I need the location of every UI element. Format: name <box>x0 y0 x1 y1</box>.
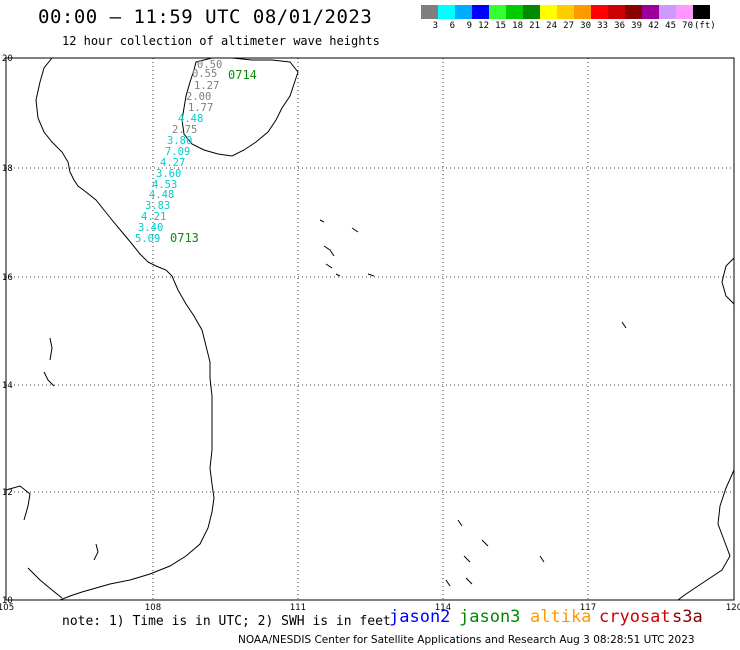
wave-height-label: 4.53 <box>152 179 177 191</box>
map-title: 00:00 – 11:59 UTC 08/01/2023 <box>38 6 373 28</box>
wave-height-label: 3.83 <box>145 200 170 212</box>
wave-height-label: 0.55 <box>192 68 217 80</box>
coastline <box>5 57 735 601</box>
latitude-label: 16 <box>2 273 13 283</box>
wave-height-label: 1.27 <box>194 80 219 92</box>
scale-swatch <box>693 5 710 19</box>
wave-height-color-scale <box>421 5 710 19</box>
scale-label: 18 <box>512 21 523 31</box>
scale-swatch <box>506 5 523 19</box>
scale-label: 39 <box>631 21 642 31</box>
scale-swatch <box>523 5 540 19</box>
pass-time-label: 0713 <box>170 231 199 245</box>
scale-swatch <box>676 5 693 19</box>
wave-height-label: 4.21 <box>141 211 166 223</box>
scale-label: 30 <box>580 21 591 31</box>
scale-label: 70 <box>682 21 693 31</box>
latitude-label: 10 <box>2 596 13 606</box>
wave-height-label: 4.48 <box>149 189 174 201</box>
wave-height-label: 4.27 <box>160 157 185 169</box>
wave-height-label: 1.77 <box>188 102 213 114</box>
satellite-legend-jason3: jason3 <box>459 607 521 627</box>
satellite-legend-cryosat: cryosat <box>599 607 671 627</box>
latitude-label: 14 <box>2 381 13 391</box>
credit-line: NOAA/NESDIS Center for Satellite Applica… <box>238 634 695 646</box>
scale-swatch <box>540 5 557 19</box>
scale-label: 6 <box>449 21 455 31</box>
scale-swatch <box>591 5 608 19</box>
scale-label: 15 <box>495 21 506 31</box>
scale-swatch <box>455 5 472 19</box>
scale-label: 45 <box>665 21 676 31</box>
scale-swatch <box>659 5 676 19</box>
map-subtitle: 12 hour collection of altimeter wave hei… <box>62 34 380 48</box>
scale-swatch <box>421 5 438 19</box>
longitude-label: 114 <box>435 603 451 613</box>
latitude-label: 18 <box>2 164 13 174</box>
lat-lon-grid <box>6 58 734 600</box>
altimeter-tracks: 0.500.551.272.001.774.482.753.807.094.27… <box>135 59 257 245</box>
scale-unit: (ft) <box>694 21 716 31</box>
satellite-legend-altika: altika <box>530 607 592 627</box>
scale-label: 33 <box>597 21 608 31</box>
scale-swatch <box>489 5 506 19</box>
wave-height-label: 3.80 <box>167 135 192 147</box>
scale-swatch <box>642 5 659 19</box>
scale-label: 12 <box>478 21 489 31</box>
scale-label: 3 <box>432 21 438 31</box>
longitude-label: 105 <box>0 603 14 613</box>
wave-height-label: 7.09 <box>165 146 190 158</box>
longitude-label: 111 <box>290 603 306 613</box>
longitude-label: 108 <box>145 603 161 613</box>
footer-note: note: 1) Time is in UTC; 2) SWH is in fe… <box>62 614 391 629</box>
longitude-label: 120 <box>726 603 740 613</box>
latitude-labels: 20 18 16 14 12 10 <box>2 54 13 606</box>
scale-label: 21 <box>529 21 540 31</box>
scale-label: 36 <box>614 21 625 31</box>
scale-label: 24 <box>546 21 557 31</box>
latitude-label: 20 <box>2 54 13 64</box>
longitude-label: 117 <box>580 603 596 613</box>
longitude-labels: 105 108 111 114 117 120 <box>0 603 740 613</box>
pass-time-label: 0714 <box>228 68 257 82</box>
scale-swatch <box>625 5 642 19</box>
wave-height-label: 2.75 <box>172 124 197 136</box>
color-scale-labels: 3 6 9 12 15 18 21 24 27 30 33 36 39 42 45 70 (ft) <box>421 21 716 31</box>
wave-height-label: 5.09 <box>135 233 160 245</box>
wave-height-label: 0.50 <box>197 59 222 71</box>
satellite-legend-jason2: jason2 <box>389 607 451 627</box>
latitude-label: 12 <box>2 488 13 498</box>
scale-swatch <box>557 5 574 19</box>
scale-swatch <box>574 5 591 19</box>
wave-height-label: 3.60 <box>156 168 181 180</box>
scale-label: 42 <box>648 21 659 31</box>
scale-swatch <box>472 5 489 19</box>
satellite-legend-s3a: s3a <box>672 607 703 627</box>
scale-swatch <box>608 5 625 19</box>
wave-height-label: 3.40 <box>138 222 163 234</box>
scale-label: 9 <box>466 21 472 31</box>
map-frame <box>5 57 735 601</box>
wave-height-label: 2.00 <box>186 91 211 103</box>
scale-swatch <box>438 5 455 19</box>
wave-height-label: 4.48 <box>178 113 203 125</box>
scale-label: 27 <box>563 21 574 31</box>
